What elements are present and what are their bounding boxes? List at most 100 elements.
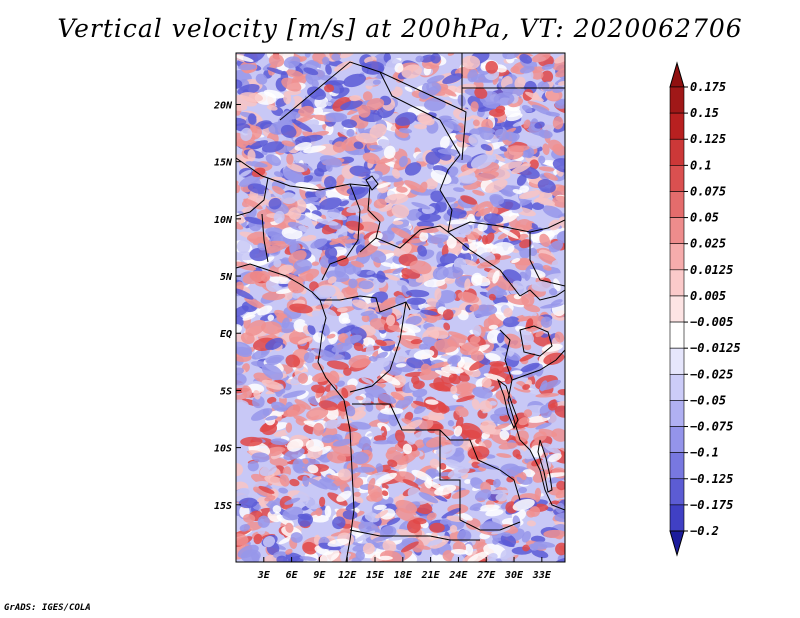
field-blob — [512, 498, 535, 511]
field-blob — [471, 272, 483, 286]
field-blob — [392, 267, 405, 275]
lon-tick-label: 18E — [394, 570, 413, 581]
field-blob — [447, 420, 455, 427]
field-blob — [541, 63, 555, 70]
field-blob — [247, 113, 257, 125]
field-blob — [362, 152, 380, 165]
field-blob — [404, 86, 413, 92]
field-blob — [271, 401, 287, 412]
field-blob — [247, 183, 269, 194]
field-blob — [494, 423, 510, 430]
field-blob — [245, 410, 255, 416]
field-blob — [500, 185, 518, 197]
field-blob — [500, 549, 514, 562]
field-blob — [485, 60, 499, 74]
field-blob — [396, 186, 408, 193]
field-blob — [551, 428, 565, 442]
field-blob — [253, 533, 263, 545]
field-blob — [519, 185, 530, 193]
field-blob — [472, 189, 485, 196]
field-blob — [532, 202, 544, 211]
field-blob — [265, 415, 278, 421]
field-blob — [285, 548, 293, 555]
field-blob — [530, 445, 544, 458]
field-blob — [318, 400, 339, 411]
field-blob — [240, 127, 253, 142]
field-blob — [276, 288, 294, 295]
field-blob — [511, 163, 531, 175]
field-blob — [249, 140, 268, 150]
field-blob — [371, 535, 390, 542]
field-blob — [380, 262, 394, 268]
field-blob — [269, 410, 284, 418]
field-blob — [350, 260, 365, 268]
field-blob — [434, 338, 458, 353]
field-blob — [429, 361, 452, 369]
field-blob — [236, 79, 243, 89]
field-blob — [433, 494, 448, 502]
field-blob — [468, 538, 486, 550]
field-blob — [307, 324, 316, 335]
field-blob — [434, 428, 454, 437]
field-blob — [288, 207, 302, 220]
field-blob — [287, 279, 305, 294]
field-blob — [548, 240, 564, 253]
field-blob — [393, 243, 412, 257]
field-blob — [381, 484, 389, 489]
field-blob — [495, 493, 508, 502]
field-blob — [522, 384, 531, 390]
field-blob — [267, 314, 275, 321]
field-blob — [348, 278, 358, 289]
field-blob — [302, 458, 309, 464]
field-blob — [462, 259, 478, 267]
colorbar-label: −0.005 — [690, 315, 733, 329]
field-blob — [309, 514, 329, 523]
field-blob — [439, 183, 458, 195]
field-blob — [304, 320, 322, 327]
field-blob — [485, 352, 501, 362]
field-blob — [336, 490, 352, 502]
field-blob — [512, 120, 528, 127]
field-blob — [548, 139, 563, 152]
field-blob — [341, 317, 351, 324]
field-blob — [556, 230, 565, 244]
field-blob — [388, 535, 409, 541]
field-blob — [366, 98, 385, 111]
field-blob — [496, 453, 512, 458]
field-blob — [341, 553, 352, 559]
field-blob — [289, 478, 300, 487]
field-blob — [391, 227, 412, 240]
field-blob — [242, 314, 256, 321]
field-blob — [257, 242, 267, 251]
field-blob — [262, 536, 276, 548]
field-blob — [345, 405, 356, 417]
border-chad-libya — [379, 71, 461, 156]
field-blob — [247, 149, 256, 162]
field-blob — [263, 89, 285, 99]
field-blob — [283, 447, 305, 461]
field-blob — [436, 290, 457, 304]
field-blob — [531, 104, 552, 116]
field-blob — [418, 492, 439, 504]
field-blob — [458, 373, 470, 383]
field-blob — [358, 105, 371, 118]
field-blob — [437, 148, 460, 155]
field-blob — [483, 373, 506, 382]
colorbar-swatch — [669, 478, 685, 506]
field-blob — [449, 525, 458, 533]
field-blob — [259, 464, 277, 477]
field-blob — [322, 56, 330, 66]
field-blob — [510, 66, 520, 73]
field-blob — [306, 407, 329, 421]
colorbar-label: −0.025 — [690, 367, 733, 381]
field-blob — [400, 541, 419, 553]
field-blob — [439, 253, 459, 266]
field-blob — [412, 400, 429, 407]
field-blob — [359, 233, 366, 246]
field-blob — [518, 486, 528, 494]
field-blob — [281, 140, 295, 147]
lon-tick-label: 27E — [476, 570, 496, 581]
field-blob — [325, 101, 332, 107]
field-blob — [292, 458, 304, 473]
lat-tick-label: 5S — [220, 386, 232, 397]
